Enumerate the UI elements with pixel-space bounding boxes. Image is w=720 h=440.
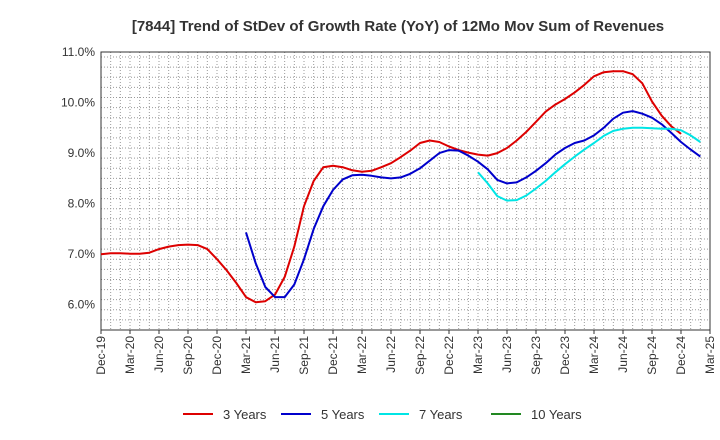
y-tick-label: 11.0%: [62, 45, 95, 59]
x-tick-label: Dec-24: [674, 336, 688, 375]
series-line-5-years: [245, 110, 701, 299]
chart-title: [7844] Trend of StDev of Growth Rate (Yo…: [132, 18, 664, 35]
legend-label: 5 Years: [321, 407, 365, 422]
x-tick-label: Dec-22: [442, 336, 456, 375]
x-tick-label: Mar-23: [471, 336, 485, 374]
x-tick-label: Jun-24: [616, 336, 630, 373]
x-tick-label: Jun-20: [152, 336, 166, 373]
x-tick-label: Sep-23: [529, 336, 543, 375]
x-tick-label: Dec-23: [558, 336, 572, 375]
x-tick-label: Jun-21: [268, 336, 282, 373]
x-tick-label: Mar-22: [355, 336, 369, 374]
x-tick-label: Mar-20: [123, 336, 137, 374]
x-tick-label: Sep-22: [413, 336, 427, 375]
series-line-3-years: [100, 70, 682, 304]
x-tick-label: Dec-20: [210, 336, 224, 375]
legend-label: 10 Years: [531, 407, 582, 422]
x-tick-label: Sep-21: [297, 336, 311, 375]
legend-label: 3 Years: [223, 407, 267, 422]
x-tick-label: Jun-22: [384, 336, 398, 373]
plot-area: [100, 51, 711, 331]
x-tick-label: Mar-25: [703, 336, 717, 374]
x-tick-label: Mar-21: [239, 336, 253, 374]
x-tick-label: Mar-24: [587, 336, 601, 374]
y-tick-label: 8.0%: [68, 197, 96, 211]
legend: 3 Years 5 Years 7 Years 10 Years: [183, 407, 582, 422]
y-tick-label: 10.0%: [61, 96, 95, 110]
series-lines: [100, 70, 701, 304]
y-axis: 6.0% 7.0% 8.0% 9.0% 10.0% 11.0%: [61, 45, 95, 312]
x-tick-label: Dec-21: [326, 336, 340, 375]
y-tick-label: 7.0%: [68, 247, 96, 261]
y-tick-label: 9.0%: [68, 146, 96, 160]
legend-label: 7 Years: [419, 407, 463, 422]
x-tick-label: Sep-20: [181, 336, 195, 375]
x-tick-label: Dec-19: [94, 336, 108, 375]
plot-grid: [101, 52, 710, 330]
x-axis: Dec-19 Mar-20 Jun-20 Sep-20 Dec-20 Mar-21 Jun-…: [94, 330, 717, 375]
series-line-7-years: [477, 126, 701, 202]
y-tick-label: 6.0%: [68, 298, 96, 312]
x-tick-label: Jun-23: [500, 336, 514, 373]
x-tick-label: Sep-24: [645, 336, 659, 375]
